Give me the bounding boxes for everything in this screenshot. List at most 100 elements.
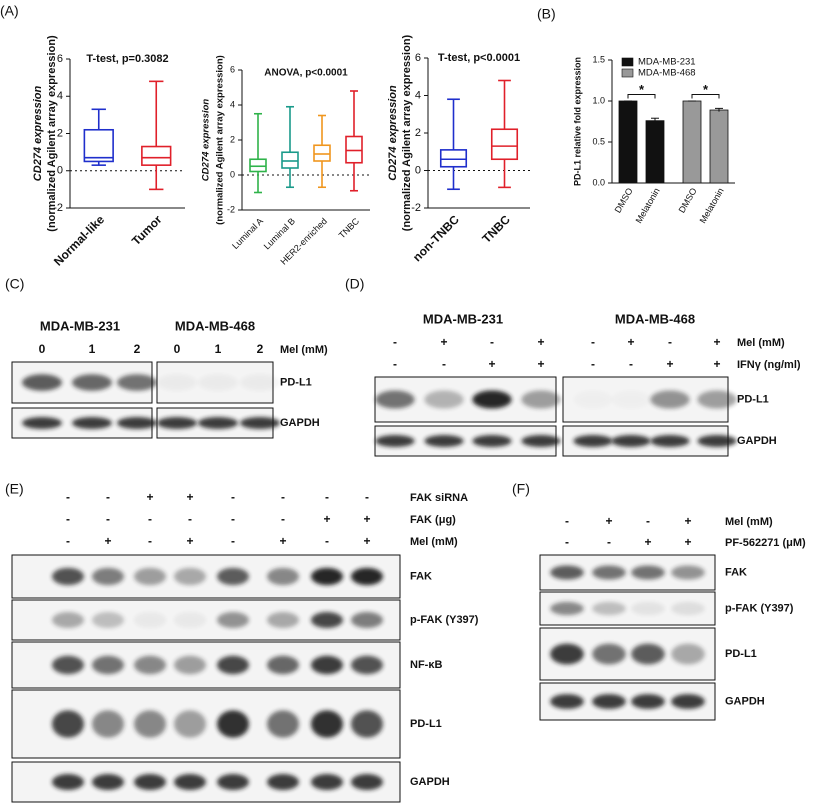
band — [375, 390, 415, 409]
panel-label: (D) — [345, 276, 364, 292]
band-label: PD-L1 — [725, 648, 757, 660]
lane-condition: + — [684, 514, 691, 528]
band — [697, 435, 737, 447]
cell-line-header: MDA-MB-231 — [423, 311, 503, 326]
band-label: FAK — [410, 570, 432, 582]
x-tick-label: Luminal A — [230, 216, 265, 251]
band-label: p-FAK (Y397) — [725, 602, 794, 614]
band — [52, 612, 84, 628]
x-tick-label: Normal-like — [51, 212, 107, 268]
band — [134, 710, 166, 738]
band — [311, 612, 343, 628]
lane-condition: - — [231, 490, 235, 504]
lane-condition: 1 — [215, 342, 222, 356]
y-tick-label: -2 — [53, 202, 63, 214]
chart-title: T-test, p=0.3082 — [86, 53, 168, 65]
y-tick-label: 2 — [230, 134, 235, 144]
band — [424, 435, 464, 447]
lane-condition: - — [565, 514, 569, 528]
band — [52, 710, 84, 738]
band — [134, 774, 166, 790]
lane-condition: - — [106, 490, 110, 504]
lane-condition: 2 — [134, 342, 141, 356]
lane-condition: + — [605, 514, 612, 528]
band — [157, 374, 197, 391]
y-tick-label: 1.0 — [592, 95, 605, 105]
lane-condition: - — [565, 535, 569, 549]
band — [375, 435, 415, 447]
lane-condition: - — [231, 534, 235, 548]
lane-condition: - — [591, 357, 595, 371]
lane-condition: + — [363, 512, 370, 526]
chart-title: T-test, p<0.0001 — [438, 52, 520, 64]
band — [550, 565, 584, 580]
y-axis-label: PD-L1 relative fold expression — [572, 57, 582, 186]
box — [490, 128, 519, 161]
y-tick-label: 0 — [230, 169, 235, 179]
condition-label: Mel (mM) — [410, 536, 458, 548]
band — [92, 567, 124, 586]
band — [92, 710, 124, 738]
condition-label: Mel (mM) — [280, 344, 328, 356]
band-label: PD-L1 — [410, 718, 442, 730]
band — [267, 710, 299, 738]
box — [249, 158, 267, 173]
band — [311, 655, 343, 675]
lane-condition: + — [186, 534, 193, 548]
band — [631, 694, 665, 709]
y-tick-label: 2 — [415, 127, 421, 139]
band — [267, 655, 299, 675]
y-tick-label: 1.5 — [592, 54, 605, 64]
lane-condition: - — [325, 490, 329, 504]
band — [198, 417, 238, 429]
x-tick-label: DMSO — [677, 186, 699, 214]
x-tick-label: DMSO — [613, 186, 635, 214]
x-tick-label: Melatonin — [698, 186, 726, 225]
lane-condition: + — [666, 357, 673, 371]
band — [174, 710, 206, 738]
lane-condition: + — [363, 534, 370, 548]
band — [592, 643, 626, 665]
y-tick-label: 4 — [230, 99, 235, 109]
y-tick-label: 0 — [57, 165, 63, 177]
band — [311, 567, 343, 586]
lane-condition: + — [713, 357, 720, 371]
band — [174, 655, 206, 675]
band — [92, 774, 124, 790]
band — [631, 565, 665, 580]
band — [351, 655, 383, 675]
condition-label: Mel (mM) — [737, 337, 785, 349]
lane-condition: - — [629, 357, 633, 371]
band-label: NF-κB — [410, 659, 442, 671]
y-tick-label: 6 — [415, 52, 421, 64]
band — [52, 567, 84, 586]
band — [217, 655, 249, 675]
band — [351, 710, 383, 738]
y-tick-label: -2 — [227, 204, 235, 214]
band — [198, 374, 238, 391]
y-tick-label: 0.5 — [592, 136, 605, 146]
band — [217, 774, 249, 790]
lane-condition: - — [188, 512, 192, 526]
band — [611, 391, 650, 409]
band — [671, 601, 705, 616]
band — [157, 417, 197, 429]
box — [313, 144, 331, 162]
band — [311, 710, 343, 738]
band — [134, 567, 166, 586]
lane-condition: - — [148, 512, 152, 526]
condition-label: FAK siRNA — [410, 492, 468, 504]
bar — [645, 120, 665, 184]
y-tick-label: -2 — [411, 202, 421, 214]
x-tick-label: non-TNBC — [410, 212, 462, 264]
cell-line-header: MDA-MB-231 — [40, 318, 120, 333]
band — [631, 643, 665, 665]
band — [573, 391, 612, 409]
lane-condition: - — [393, 357, 397, 371]
band — [550, 643, 584, 665]
bar — [682, 100, 702, 184]
band — [650, 435, 690, 447]
lane-condition: - — [646, 514, 650, 528]
band — [22, 417, 62, 429]
band — [521, 435, 561, 447]
